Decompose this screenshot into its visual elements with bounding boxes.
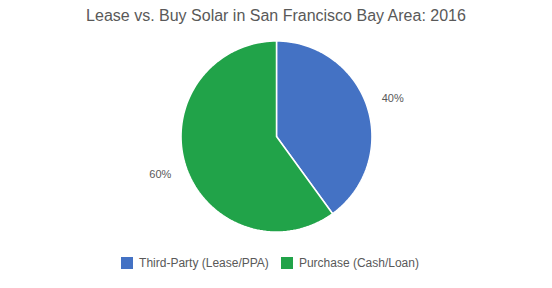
html-text:Third-Party (Lease/PPA): Third-Party (Lease/PPA): [139, 255, 269, 270]
html-text:Purchase (Cash/Loan): Purchase (Cash/Loan): [298, 255, 419, 270]
svg-text:60%: 60%: [149, 168, 171, 180]
svg-text:40%: 40%: [382, 92, 404, 104]
html-text:Lease vs. Buy Solar in San Fra: Lease vs. Buy Solar in San Francisco Bay…: [86, 7, 466, 24]
